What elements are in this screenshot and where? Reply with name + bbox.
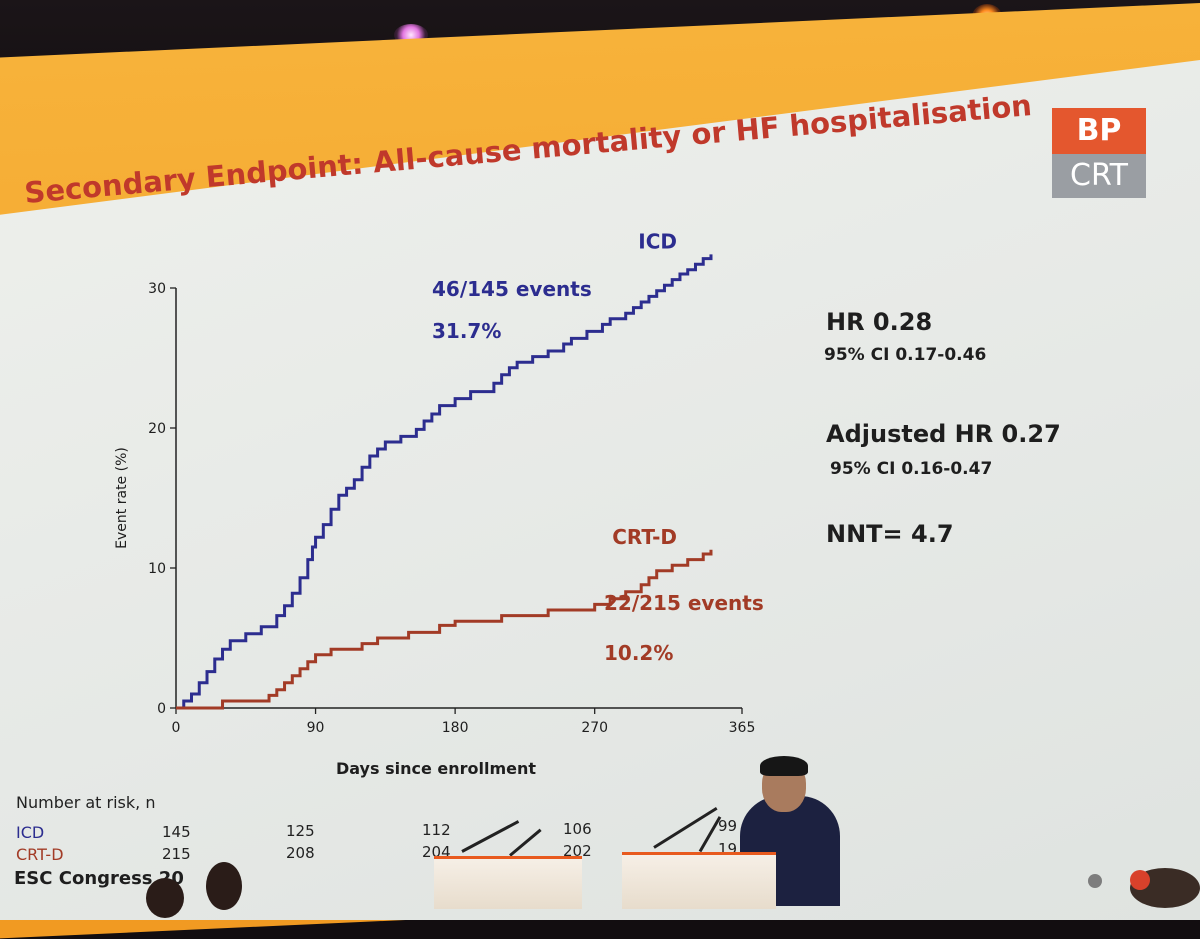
series-line-crt-d <box>176 549 713 710</box>
icd-events-annotation: 46/145 events <box>432 277 592 301</box>
audience-head <box>206 862 242 910</box>
y-tick-label: 0 <box>157 701 166 717</box>
risk-value: 106 <box>563 820 592 838</box>
number-needed-to-treat: NNT= 4.7 <box>826 520 954 548</box>
adjusted-hazard-ratio: Adjusted HR 0.27 <box>826 420 1061 448</box>
series-label-crt-d: CRT-D <box>612 525 677 549</box>
risk-row-label-icd: ICD <box>16 823 45 842</box>
crtd-percent-annotation: 10.2% <box>604 641 673 665</box>
risk-value: 99 <box>718 817 738 835</box>
risk-row-label-crt-d: CRT-D <box>16 845 64 864</box>
x-axis-label: Days since enrollment <box>336 759 536 778</box>
kaplan-meier-chart: 0 90 180 270 365 0 10 20 30 Days since enrollment… <box>114 229 764 778</box>
stage-dot <box>1130 870 1150 890</box>
x-tick-label: 90 <box>307 720 325 736</box>
risk-value: 208 <box>286 844 315 862</box>
y-tick-label: 10 <box>148 561 166 577</box>
presenter-hair <box>760 756 808 776</box>
risk-value: 112 <box>422 821 451 839</box>
audience-head <box>146 878 184 918</box>
series-line-icd <box>176 254 713 710</box>
risk-table-heading: Number at risk, n <box>16 793 156 812</box>
slide-surface <box>0 60 1200 920</box>
x-tick-label: 270 <box>581 720 608 736</box>
icd-percent-annotation: 31.7% <box>432 319 501 343</box>
x-tick-label: 365 <box>729 720 756 736</box>
hazard-ratio: HR 0.28 <box>826 308 933 336</box>
y-tick-label: 20 <box>148 421 166 437</box>
bpcrt-logo: BP CRT <box>1052 108 1146 198</box>
hazard-ratio-ci: 95% CI 0.17-0.46 <box>824 345 987 365</box>
congress-footer: ESC Congress 20 <box>14 868 184 889</box>
risk-value: 202 <box>563 842 592 860</box>
risk-value: 145 <box>162 823 191 841</box>
logo-bottom: CRT <box>1052 154 1146 198</box>
risk-value: 215 <box>162 845 191 863</box>
y-axis-label: Event rate (%) <box>114 447 130 549</box>
podium-right <box>622 852 776 909</box>
x-tick-label: 0 <box>172 720 181 736</box>
adjusted-hazard-ratio-ci: 95% CI 0.16-0.47 <box>830 459 993 479</box>
series-label-icd: ICD <box>638 229 677 253</box>
y-tick-label: 30 <box>148 281 166 297</box>
risk-value: 125 <box>286 822 315 840</box>
logo-top: BP <box>1052 108 1146 154</box>
crtd-events-annotation: 22/215 events <box>604 591 764 615</box>
stage-dot <box>1088 874 1102 888</box>
podium-left <box>434 856 582 909</box>
x-tick-label: 180 <box>442 720 469 736</box>
